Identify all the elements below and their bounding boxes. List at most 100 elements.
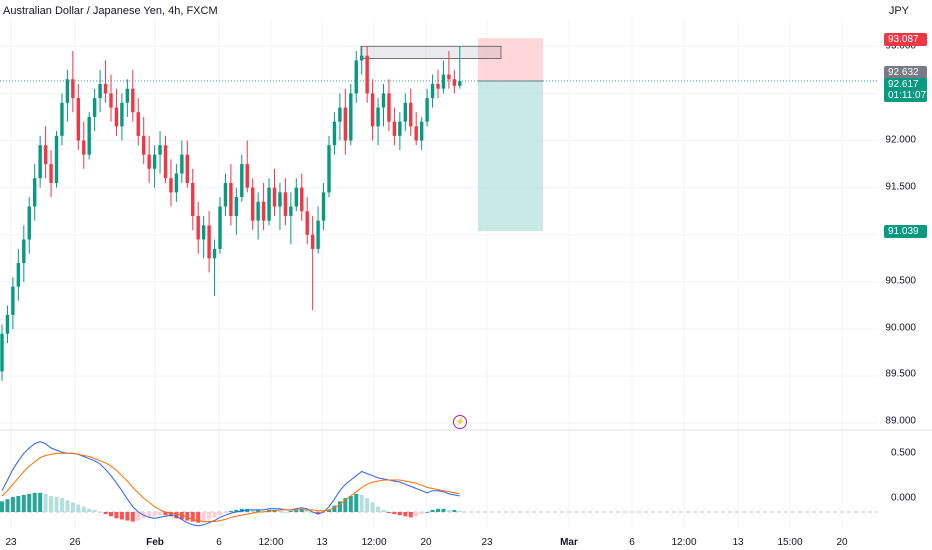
macd-histogram-bar — [212, 512, 217, 518]
candle-body — [207, 225, 211, 259]
macd-histogram-bar — [185, 512, 190, 521]
candle-body — [409, 102, 413, 127]
candle-body — [278, 192, 282, 207]
candle-body — [261, 201, 266, 221]
candle-body — [398, 121, 402, 136]
candle-body — [109, 93, 113, 108]
candle-body — [370, 93, 375, 127]
macd-histogram-bar — [392, 512, 397, 515]
candle-body — [191, 182, 195, 216]
macd-histogram-bar — [408, 512, 413, 518]
candle-body — [185, 154, 189, 183]
time-tick: 12:00 — [361, 537, 387, 548]
candle-body — [38, 145, 42, 179]
candle-body — [300, 187, 304, 212]
macd-histogram-bar — [452, 509, 457, 512]
time-tick: Mar — [560, 537, 578, 548]
candle-body — [174, 173, 179, 193]
candle-body — [332, 121, 337, 146]
macd-histogram-bar — [147, 512, 152, 518]
macd-histogram-bar — [59, 498, 64, 512]
macd-histogram-bar — [370, 502, 375, 512]
candle-body — [196, 215, 200, 240]
macd-histogram-bar — [163, 512, 168, 516]
time-tick: 23 — [481, 537, 493, 548]
macd-histogram-bar — [168, 512, 173, 517]
candle-body — [120, 102, 124, 127]
candle-body — [54, 135, 59, 183]
candle-body — [22, 239, 26, 264]
time-tick: Feb — [146, 537, 164, 548]
macd-histogram-bar — [98, 512, 103, 513]
candle-body — [294, 187, 298, 207]
candle-body — [218, 206, 222, 249]
macd-histogram-bar — [92, 509, 97, 512]
macd-histogram-bar — [201, 512, 206, 522]
macd-line — [1, 441, 460, 527]
candle-body — [305, 211, 309, 235]
candle-body — [65, 79, 70, 103]
macd-histogram-bar — [261, 510, 266, 512]
candle-body — [452, 79, 457, 86]
lightning-icon[interactable]: ⚡ — [453, 415, 467, 429]
macd-histogram-bar — [250, 509, 255, 512]
candle-body — [387, 93, 391, 122]
macd-histogram-bar — [103, 512, 108, 515]
macd-histogram-bar — [218, 512, 222, 516]
candle-body — [5, 314, 10, 334]
stop-loss-price-tag: 93.087 — [884, 33, 927, 46]
candle-body — [163, 145, 168, 179]
macd-histogram-bar — [436, 508, 440, 512]
macd-histogram-bar — [81, 506, 86, 512]
candle-body — [131, 88, 135, 113]
macd-histogram-bar — [234, 509, 239, 512]
candle-body — [436, 83, 440, 89]
candle-body — [338, 107, 342, 122]
macd-histogram-bar — [228, 510, 233, 512]
macd-histogram-bar — [5, 499, 10, 512]
macd-histogram-bar — [376, 506, 381, 512]
candle-body — [71, 79, 75, 99]
candle-body — [321, 192, 326, 221]
last-price-tag: 92.632 — [884, 66, 927, 79]
time-tick: 15:00 — [777, 537, 803, 548]
candle-body — [212, 248, 217, 259]
macd-histogram-bar — [223, 512, 228, 514]
candle-body — [82, 140, 86, 155]
macd-histogram-bar — [354, 493, 359, 512]
price-tick: 90.000 — [885, 322, 916, 334]
candle-body — [98, 83, 102, 99]
macd-histogram-bar — [158, 512, 163, 516]
macd-histogram-bar — [343, 498, 348, 512]
macd-histogram-bar — [125, 512, 130, 521]
candle-body — [49, 164, 53, 183]
candle-body — [283, 192, 288, 216]
macd-tick: 0.500 — [890, 447, 916, 459]
time-tick: 12:00 — [671, 537, 697, 548]
countdown-tag: 01:11:07 — [884, 89, 927, 102]
price-tick: 89.500 — [885, 368, 916, 380]
currency-label: JPY — [888, 5, 909, 17]
candle-body — [16, 263, 21, 287]
macd-histogram-bar — [119, 512, 124, 520]
macd-histogram-bar — [425, 512, 430, 513]
candle-body — [27, 206, 31, 240]
macd-histogram-bar — [386, 512, 391, 514]
macd-histogram-bar — [10, 497, 15, 512]
candle-body — [403, 102, 407, 122]
macd-histogram-bar — [70, 502, 75, 512]
candle-body — [245, 164, 249, 188]
time-tick: 13 — [732, 537, 744, 548]
candle-body — [425, 98, 429, 122]
macd-histogram-bar — [316, 512, 321, 515]
time-tick: 13 — [316, 537, 328, 548]
time-tick: 6 — [629, 537, 635, 548]
candle-body — [430, 83, 435, 99]
macd-histogram-bar — [136, 512, 141, 521]
macd-histogram-bar — [332, 505, 337, 512]
macd-histogram-bar — [152, 512, 157, 517]
macd-histogram-bar — [327, 509, 331, 512]
candle-body — [289, 206, 293, 216]
candle-body — [125, 88, 130, 103]
